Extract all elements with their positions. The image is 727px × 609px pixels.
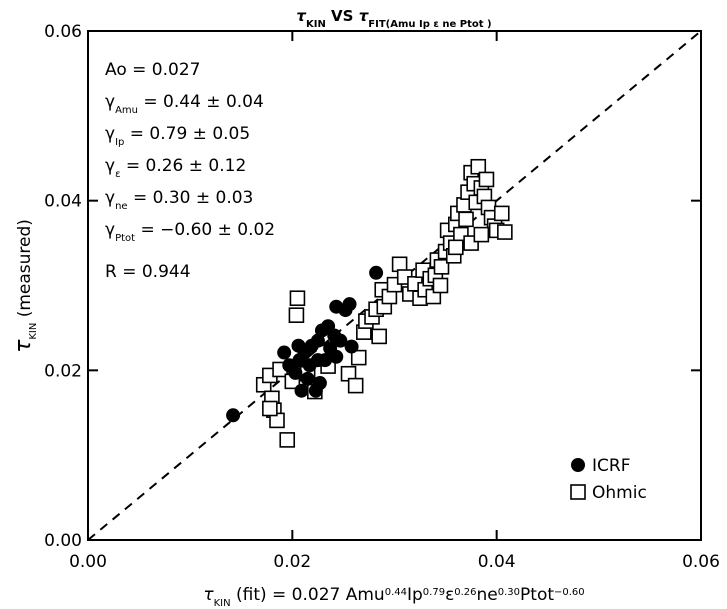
annotation-part: Amu [115, 105, 138, 116]
annotation: R = 0.944 [105, 262, 191, 282]
x-axis-label: τKIN (fit) = 0.027 Amu0.44Ip0.79ε0.26ne0… [203, 585, 584, 609]
title-part: FIT(Amu Ip ε ne Ptot ) [368, 19, 491, 30]
point [432, 277, 449, 294]
annotation-part: = −0.60 ± 0.02 [135, 220, 275, 240]
title-part: VS [326, 7, 359, 25]
y-label-part: (measured) [15, 219, 35, 323]
x-label-part: 0.44 [385, 587, 407, 598]
annotation-part: = 0.30 ± 0.03 [128, 188, 254, 208]
point [310, 353, 325, 368]
x-tick-label: 0.06 [682, 552, 720, 572]
y-tick-label: 0.06 [44, 22, 82, 42]
y-label-part: KIN [28, 323, 39, 340]
point [282, 358, 297, 373]
annotation-part: = 0.44 ± 0.04 [138, 92, 264, 112]
annotation: Ao = 0.027 [105, 60, 200, 80]
title-part: τ [296, 7, 306, 25]
point [308, 383, 323, 398]
point [279, 432, 296, 448]
point [277, 345, 292, 360]
annotation-part: γ [105, 124, 115, 144]
y-tick-label: 0.04 [44, 192, 82, 212]
point [369, 265, 384, 280]
annotation: γε = 0.26 ± 0.12 [105, 156, 246, 180]
point [300, 371, 315, 386]
point [344, 339, 359, 354]
y-label-part: τ [11, 339, 36, 353]
annotation-part: R = 0.944 [105, 262, 191, 282]
point [493, 205, 510, 222]
x-tick-label: 0.02 [273, 552, 311, 572]
annotation-part: γ [105, 156, 115, 176]
annotation-part: ne [115, 201, 128, 212]
point [458, 211, 474, 228]
annotation-part: ε [115, 169, 120, 180]
y-tick-label: 0.00 [44, 531, 82, 551]
point [497, 224, 513, 240]
x-tick-label: 0.04 [478, 552, 516, 572]
chart-title: τKIN VS τFIT(Amu Ip ε ne Ptot ) [296, 7, 491, 30]
x-label-part: −0.60 [554, 587, 585, 598]
point [291, 338, 306, 353]
point [226, 408, 241, 423]
y-tick-label: 0.02 [44, 361, 82, 381]
annotation-part: = 0.79 ± 0.05 [124, 124, 250, 144]
annotation-part: Ao = 0.027 [105, 60, 200, 80]
legend-marker [571, 458, 585, 472]
annotation-part: γ [105, 92, 115, 112]
annotation: γPtot = −0.60 ± 0.02 [105, 220, 275, 244]
x-label-part: Ptot [520, 585, 554, 605]
x-label-part: 0.30 [498, 587, 520, 598]
point [329, 349, 344, 364]
point [433, 259, 450, 275]
x-label-part: Ip [407, 585, 423, 605]
identity-line [87, 30, 702, 541]
x-label-part: τ [203, 585, 214, 605]
point [342, 297, 357, 312]
annotation: γIp = 0.79 ± 0.05 [105, 124, 250, 148]
annotation: γne = 0.30 ± 0.03 [105, 188, 253, 212]
x-label-part: ε [445, 585, 454, 605]
point [333, 333, 348, 348]
x-label-part: (fit) = 0.027 Amu [231, 585, 385, 605]
point [294, 383, 309, 398]
point [371, 328, 387, 345]
legend-label: Ohmic [592, 483, 647, 503]
title-part: KIN [306, 19, 326, 30]
x-label-part: KIN [214, 598, 231, 609]
point [262, 400, 278, 417]
point [478, 171, 495, 188]
plot-frame [87, 30, 702, 541]
legend-label: ICRF [592, 456, 630, 476]
point [473, 226, 490, 243]
point [347, 377, 364, 394]
point [288, 307, 305, 323]
x-label-part: ne [477, 585, 498, 605]
point [329, 299, 344, 314]
point [350, 349, 367, 366]
legend-marker [570, 484, 586, 500]
x-label-part: 0.26 [454, 587, 476, 598]
y-axis-label: τKIN (measured) [11, 219, 39, 353]
annotation-part: γ [105, 188, 115, 208]
x-tick-label: 0.00 [69, 552, 107, 572]
annotation-part: Ptot [115, 233, 135, 244]
annotation-part: Ip [115, 137, 124, 148]
title-part: τ [359, 7, 369, 25]
point [447, 239, 464, 256]
annotation: γAmu = 0.44 ± 0.04 [105, 92, 264, 116]
x-label-part: 0.79 [423, 587, 445, 598]
point [470, 158, 487, 175]
annotation-part: γ [105, 220, 115, 240]
point [289, 290, 306, 307]
point [391, 256, 408, 273]
annotation-part: = 0.26 ± 0.12 [120, 156, 246, 176]
